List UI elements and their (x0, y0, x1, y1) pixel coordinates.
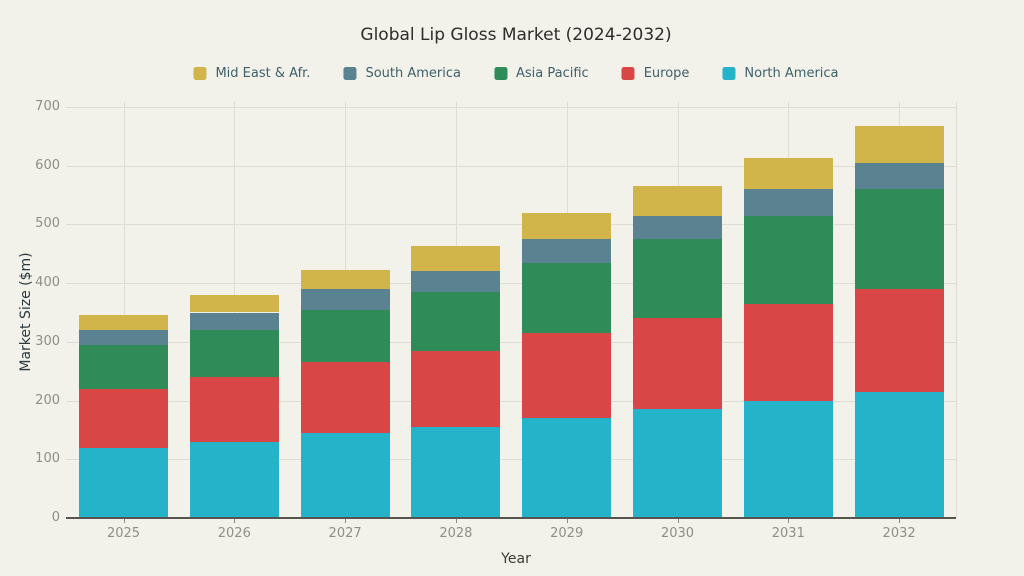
y-gridline-100 (66, 459, 956, 461)
bar-segment-europe-2029[interactable] (522, 333, 612, 419)
legend-label-north-america: North America (744, 66, 839, 81)
bar-segment-north-america-2026[interactable] (189, 441, 279, 518)
y-gridline-300 (66, 341, 956, 343)
bar-segment-asia-pacific-2028[interactable] (411, 291, 501, 351)
bar-segment-mid-east-afr-2026[interactable] (189, 294, 279, 313)
bar-segment-europe-2026[interactable] (189, 377, 279, 442)
legend-swatch-south-america-icon (343, 67, 357, 80)
y-tick-label-600: 600 (35, 157, 60, 173)
bar-segment-europe-2027[interactable] (300, 362, 390, 433)
x-tick-mark-2027 (345, 519, 347, 523)
legend-label-south-america: South America (365, 66, 461, 81)
bar-segment-mid-east-afr-2027[interactable] (300, 270, 390, 289)
y-gridline-600 (66, 165, 956, 167)
bar-segment-south-america-2027[interactable] (300, 289, 390, 310)
bar-segment-north-america-2029[interactable] (522, 418, 612, 518)
bar-segment-mid-east-afr-2031[interactable] (743, 158, 833, 190)
x-gridline-2025 (123, 102, 125, 518)
bar-segment-mid-east-afr-2032[interactable] (854, 126, 944, 163)
y-tick-label-0: 0 (51, 510, 60, 525)
x-tick-label-2028: 2028 (439, 526, 473, 541)
legend-label-europe: Europe (643, 66, 690, 81)
bar-segment-south-america-2025[interactable] (79, 330, 168, 345)
y-gridline-400 (66, 283, 956, 285)
bar-segment-south-america-2032[interactable] (854, 162, 944, 190)
x-tick-label-2026: 2026 (217, 526, 251, 541)
bar-segment-mid-east-afr-2028[interactable] (411, 246, 501, 272)
y-tick-label-200: 200 (35, 392, 60, 408)
x-tick-mark-2028 (455, 519, 457, 523)
bar-segment-asia-pacific-2032[interactable] (854, 189, 944, 289)
bar-segment-north-america-2032[interactable] (854, 391, 944, 518)
x-tick-mark-2032 (899, 519, 901, 523)
bar-segment-asia-pacific-2030[interactable] (633, 239, 722, 319)
bar-segment-asia-pacific-2031[interactable] (743, 215, 833, 304)
bar-segment-mid-east-afr-2029[interactable] (522, 212, 612, 240)
x-tick-label-2027: 2027 (328, 526, 362, 541)
bar-segment-north-america-2028[interactable] (411, 426, 501, 518)
y-tick-label-100: 100 (35, 451, 60, 467)
x-tick-mark-2029 (566, 519, 568, 523)
legend-item-asia-pacific[interactable]: Asia Pacific (493, 66, 589, 81)
bar-segment-mid-east-afr-2030[interactable] (633, 186, 722, 216)
legend: Mid East & Afr. South America Asia Pacific… (193, 66, 839, 81)
plot-right-border (956, 102, 957, 518)
bar-segment-south-america-2026[interactable] (189, 312, 279, 331)
y-gridline-700 (66, 107, 956, 108)
bar-segment-asia-pacific-2029[interactable] (522, 262, 612, 334)
x-tick-mark-2030 (677, 519, 679, 523)
x-tick-label-2029: 2029 (550, 526, 584, 541)
legend-item-south-america[interactable]: South America (343, 66, 461, 81)
bar-segment-south-america-2031[interactable] (743, 189, 833, 216)
y-tick-label-700: 700 (35, 99, 60, 114)
y-gridline-200 (66, 400, 956, 402)
bar-segment-south-america-2029[interactable] (522, 239, 612, 263)
bar-segment-asia-pacific-2025[interactable] (79, 344, 168, 389)
legend-item-north-america[interactable]: North America (722, 66, 839, 81)
x-tick-label-2025: 2025 (106, 526, 141, 541)
x-tick-label-2032: 2032 (882, 526, 916, 541)
x-axis-line (66, 517, 956, 519)
chart-title: Global Lip Gloss Market (2024-2032) (360, 25, 672, 45)
legend-swatch-north-america-icon (722, 67, 736, 80)
bar-segment-mid-east-afr-2025[interactable] (79, 315, 168, 331)
bar-segment-europe-2028[interactable] (411, 350, 501, 427)
bar-segment-europe-2031[interactable] (743, 303, 833, 401)
legend-swatch-asia-pacific-icon (493, 67, 507, 80)
y-gridline-500 (66, 224, 956, 226)
legend-item-europe[interactable]: Europe (621, 66, 690, 81)
y-tick-label-500: 500 (35, 216, 60, 232)
bar-segment-europe-2025[interactable] (79, 388, 168, 448)
bar-segment-asia-pacific-2026[interactable] (189, 330, 279, 378)
legend-label-mid-east-afr: Mid East & Afr. (215, 66, 311, 81)
bar-segment-south-america-2030[interactable] (633, 215, 722, 240)
x-axis-title: Year (501, 551, 531, 567)
x-tick-mark-2026 (234, 519, 236, 523)
legend-swatch-mid-east-afr-icon (193, 67, 207, 80)
y-tick-label-400: 400 (35, 275, 60, 291)
bar-segment-europe-2032[interactable] (854, 289, 944, 392)
bar-segment-north-america-2027[interactable] (300, 432, 390, 518)
bar-segment-north-america-2025[interactable] (79, 447, 168, 518)
bar-segment-europe-2030[interactable] (633, 318, 722, 410)
bar-segment-south-america-2028[interactable] (411, 271, 501, 292)
y-axis-title: Market Size ($m) (18, 252, 34, 372)
y-tick-label-300: 300 (35, 333, 60, 349)
x-tick-label-2030: 2030 (660, 526, 695, 541)
legend-label-asia-pacific: Asia Pacific (515, 66, 589, 81)
bar-segment-asia-pacific-2027[interactable] (300, 309, 390, 363)
x-tick-label-2031: 2031 (771, 526, 805, 541)
legend-item-mid-east-afr[interactable]: Mid East & Afr. (193, 66, 310, 81)
x-tick-mark-2031 (788, 519, 790, 523)
legend-swatch-europe-icon (621, 67, 635, 80)
x-tick-mark-2025 (123, 519, 125, 523)
bar-segment-north-america-2030[interactable] (633, 409, 722, 518)
bar-segment-north-america-2031[interactable] (743, 400, 833, 518)
